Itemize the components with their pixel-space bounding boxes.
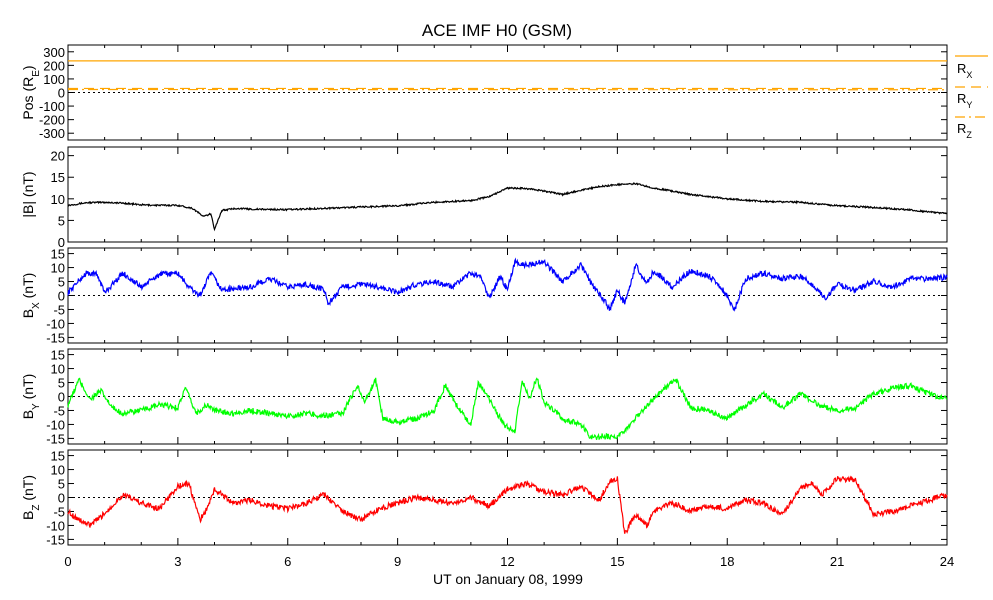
y-tick-label: 10	[51, 192, 65, 207]
panel-frame	[67, 146, 948, 243]
y-tick-label: -10	[46, 417, 65, 432]
y-tick-label: 10	[51, 362, 65, 377]
y-axis-label: BX (nT)	[20, 273, 42, 319]
y-tick-label: -5	[53, 302, 65, 317]
series-line-bz	[67, 475, 948, 534]
y-axis-label: BY (nT)	[20, 374, 42, 420]
y-axis-label: Pos (RE)	[20, 65, 42, 119]
series-line-by	[67, 377, 948, 441]
y-tick-label: 15	[51, 348, 65, 363]
y-tick-label: 5	[58, 477, 65, 492]
x-tick-label: 9	[394, 554, 401, 569]
y-tick-label: -15	[46, 330, 65, 345]
y-tick-label: -15	[46, 532, 65, 547]
x-tick-label: 24	[940, 554, 954, 569]
y-tick-label: 10	[51, 463, 65, 478]
y-tick-label: 0	[58, 289, 65, 304]
x-tick-label: 3	[174, 554, 181, 569]
x-tick-label: 12	[500, 554, 514, 569]
x-tick-label: 18	[720, 554, 734, 569]
y-tick-label: -5	[53, 504, 65, 519]
x-tick-label: 21	[830, 554, 844, 569]
y-tick-label: 0	[58, 390, 65, 405]
x-tick-label: 15	[610, 554, 624, 569]
legend-label-ry: RY	[957, 91, 972, 110]
y-tick-label: 200	[43, 58, 65, 73]
y-tick-label: 5	[58, 376, 65, 391]
y-tick-label: 0	[58, 491, 65, 506]
series-line-bmag	[67, 182, 948, 232]
time-axis-label: UT on January 08, 1999	[433, 571, 583, 587]
x-tick-label: 0	[64, 554, 71, 569]
y-tick-label: -100	[39, 99, 65, 114]
time-axis: 0 3 6 9 12 15 18 21 24	[64, 554, 954, 569]
y-tick-label: -15	[46, 431, 65, 446]
y-tick-label: 0	[58, 86, 65, 101]
y-tick-label: 300	[43, 45, 65, 60]
y-tick-label: -5	[53, 403, 65, 418]
y-tick-label: -200	[39, 113, 65, 128]
y-tick-label: 100	[43, 72, 65, 87]
y-tick-label: 15	[51, 449, 65, 464]
y-axis-label: BZ (nT)	[20, 475, 42, 520]
series-line-bx	[67, 257, 948, 312]
y-tick-label: 10	[51, 261, 65, 276]
y-axis-label: |B| (nT)	[20, 171, 36, 217]
x-tick-label: 6	[284, 554, 291, 569]
y-tick-label: 5	[58, 213, 65, 228]
panel-bmag: 20 15 10 5 0 |B| (nT)	[20, 146, 948, 250]
y-tick-label: -10	[46, 518, 65, 533]
y-tick-label: 15	[51, 247, 65, 262]
legend-label-rz: RZ	[957, 121, 972, 140]
y-tick-label: 5	[58, 275, 65, 290]
y-tick-label: 15	[51, 170, 65, 185]
figure-title: ACE IMF H0 (GSM)	[422, 21, 572, 40]
y-tick-label: -300	[39, 126, 65, 141]
legend-label-rx: RX	[957, 61, 972, 80]
y-tick-label: 20	[51, 149, 65, 164]
y-tick-label: 0	[58, 235, 65, 250]
y-tick-label: -10	[46, 316, 65, 331]
position-legend: RX RY RZ	[955, 55, 988, 140]
